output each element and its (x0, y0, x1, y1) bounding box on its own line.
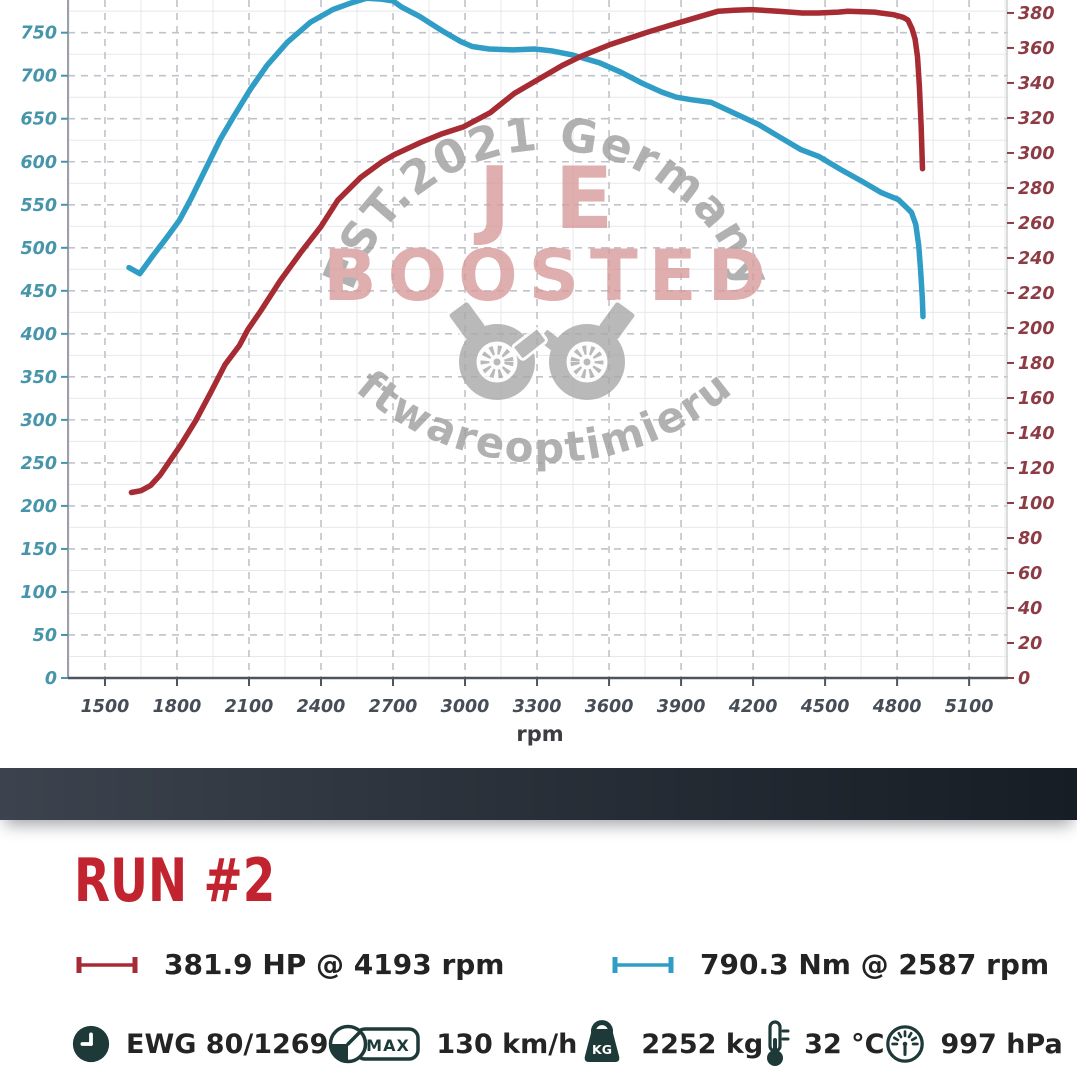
x-tick-label: 4200 (728, 697, 778, 717)
x-tick-label: 2100 (225, 697, 274, 717)
torque-tick-label: 200 (20, 497, 57, 517)
stat-ewg-label: EWG 80/1269 (126, 1028, 329, 1060)
clock-icon (72, 1025, 110, 1063)
torque-tick-label: 450 (19, 282, 57, 302)
power-tick-label: 380 (1018, 4, 1055, 24)
power-tick-label: 300 (1018, 144, 1055, 164)
stat-vmax-label: 130 km/h (436, 1028, 578, 1060)
power-tick-label: 200 (1018, 319, 1055, 339)
stat-pressure-label: 997 hPa (940, 1028, 1063, 1060)
watermark-boosted: BOOSTED (323, 235, 776, 317)
stat-temperature: 32 °C (763, 1020, 884, 1068)
dyno-chart: 1500 1800 2100 2400 2700 3000 3300 3600 3900 4200… (0, 0, 1055, 746)
kg-badge: KG (592, 1042, 612, 1057)
power-tick-label: 240 (1018, 249, 1055, 269)
chart-axes (61, 0, 1014, 686)
power-tick-label: 160 (1018, 389, 1055, 409)
stat-temperature-label: 32 °C (804, 1028, 885, 1060)
power-tick-label: 60 (1018, 564, 1042, 584)
x-tick-label: 1500 (81, 697, 130, 717)
torque-tick-label: 150 (20, 540, 57, 560)
torque-tick-label: 50 (33, 626, 57, 646)
stat-vmax: MAX 130 km/h (328, 1021, 577, 1067)
power-tick-label: 180 (1018, 354, 1055, 374)
speedometer-max-icon: MAX (329, 1024, 421, 1064)
power-tick-label: 340 (1018, 74, 1055, 94)
axis-tick-labels: 1500 1800 2100 2400 2700 3000 3300 3600 3900 4200… (19, 4, 1054, 717)
stat-weight-label: 2252 kg (641, 1028, 764, 1060)
torque-tick-label: 350 (20, 368, 57, 388)
chart-grid (68, 0, 1008, 678)
torque-tick-label: 0 (45, 669, 57, 689)
power-tick-label: 260 (1018, 214, 1055, 234)
stat-ewg: EWG 80/1269 (70, 1022, 328, 1066)
x-tick-label: 3000 (441, 697, 490, 717)
stat-weight: KG 2252 kg (577, 1020, 763, 1068)
legend-item-nm: 790.3 Nm @ 2587 rpm (610, 948, 1049, 981)
hp-series-marker-icon (76, 956, 138, 973)
x-tick-label: 5100 (945, 697, 994, 717)
torque-tick-label: 650 (20, 110, 57, 130)
torque-tick-label: 100 (20, 583, 57, 603)
thermometer-icon (767, 1020, 790, 1066)
torque-tick-label: 400 (19, 325, 57, 345)
power-hp-curve (128, 6, 926, 496)
pressure-gauge-icon (886, 1025, 925, 1063)
brand-watermark: EST.2021 Germany JE BOOSTED Softwareopti… (0, 0, 781, 473)
dyno-curves (126, 0, 926, 496)
power-tick-label: 140 (1018, 424, 1055, 444)
power-tick-label: 220 (1018, 284, 1055, 304)
power-tick-label: 120 (1018, 459, 1055, 479)
torque-tick-label: 500 (20, 239, 57, 259)
power-tick-label: 280 (1018, 179, 1055, 199)
power-tick-label: 0 (1018, 669, 1030, 689)
x-tick-label: 4500 (800, 697, 850, 717)
x-tick-label: 2400 (297, 697, 346, 717)
power-tick-label: 100 (1018, 494, 1055, 514)
torque-tick-label: 700 (20, 67, 57, 87)
x-tick-label: 3900 (657, 697, 706, 717)
torque-nm-curve (126, 0, 926, 320)
torque-tick-label: 550 (20, 196, 57, 216)
weight-kg-icon: KG (584, 1020, 620, 1062)
power-tick-label: 20 (1018, 634, 1042, 654)
x-tick-label: 4800 (872, 697, 922, 717)
torque-tick-label: 750 (20, 24, 57, 44)
divider-band (0, 768, 1077, 820)
run-title: RUN #2 (74, 846, 276, 916)
torque-tick-label: 250 (20, 454, 57, 474)
power-tick-label: 320 (1018, 109, 1055, 129)
watermark-je: JE (474, 149, 658, 249)
x-tick-label: 3600 (585, 697, 634, 717)
power-tick-label: 360 (1018, 39, 1055, 59)
x-axis-title: rpm (516, 722, 563, 746)
x-tick-label: 2700 (369, 697, 418, 717)
power-tick-label: 80 (1018, 529, 1042, 549)
x-tick-label: 3300 (513, 697, 562, 717)
power-tick-label: 40 (1017, 599, 1042, 619)
legend-item-hp: 381.9 HP @ 4193 rpm (74, 948, 504, 981)
legend-nm-label: 790.3 Nm @ 2587 rpm (700, 948, 1050, 981)
x-tick-label: 1800 (153, 697, 202, 717)
legend-hp-label: 381.9 HP @ 4193 rpm (164, 948, 505, 981)
torque-tick-label: 300 (20, 411, 57, 431)
torque-tick-label: 600 (20, 153, 57, 173)
max-badge: MAX (367, 1036, 411, 1055)
nm-series-marker-icon (612, 956, 674, 973)
run-stats-row: EWG 80/1269 MAX 130 km/h KG 2252 kg (70, 1020, 1063, 1068)
stat-pressure: 997 hPa (884, 1022, 1063, 1066)
